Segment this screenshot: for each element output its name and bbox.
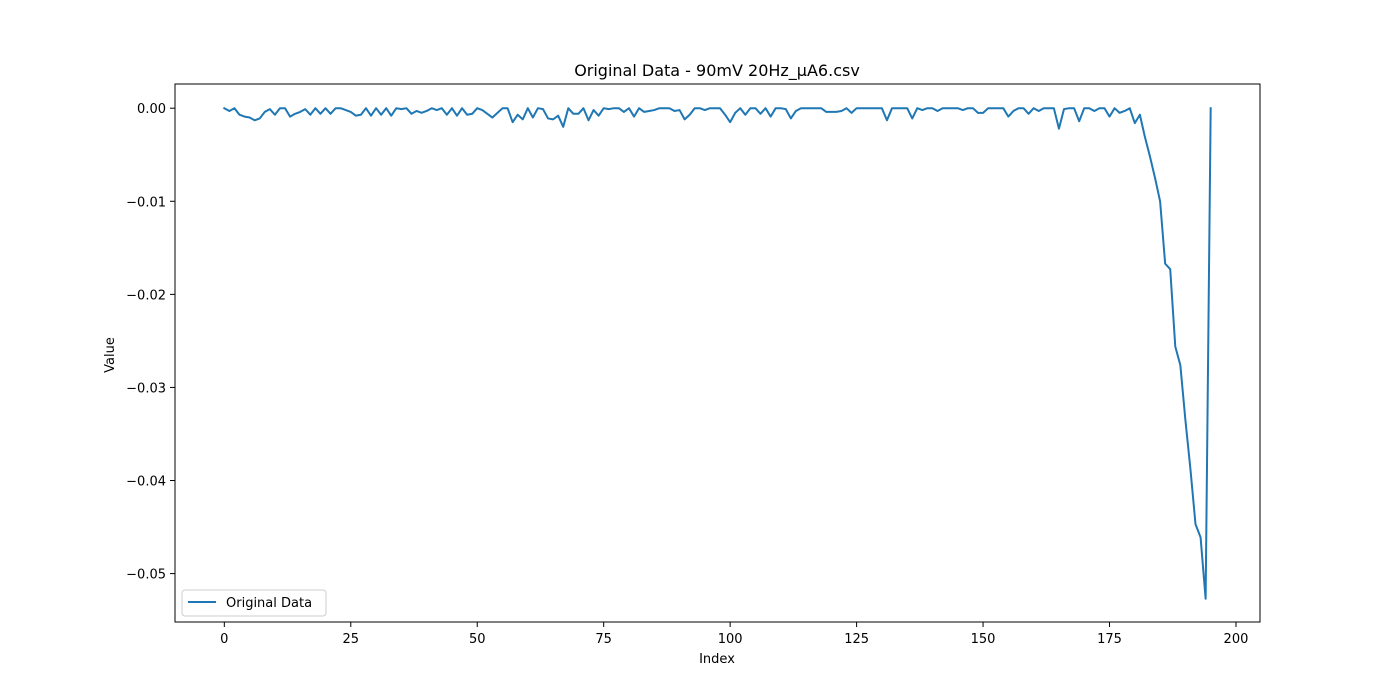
x-tick-label: 0 (220, 632, 228, 647)
x-tick-label: 125 (844, 632, 869, 647)
y-tick-label: −0.01 (126, 195, 166, 210)
x-tick-label: 175 (1097, 632, 1122, 647)
plot-area (222, 106, 1212, 600)
x-tick-label: 200 (1224, 632, 1249, 647)
y-tick-label: −0.05 (126, 568, 166, 583)
series-line-original-data (222, 106, 1212, 600)
y-axis-label: Value (103, 337, 118, 373)
x-tick-label: 50 (469, 632, 486, 647)
legend-label-original-data: Original Data (226, 596, 312, 611)
x-axis: 0 25 50 75 100 125 150 175 200 (220, 622, 1248, 647)
y-tick-label: −0.03 (126, 381, 166, 396)
y-tick-label: −0.02 (126, 288, 166, 303)
chart-title: Original Data - 90mV 20Hz_µA6.csv (574, 61, 860, 81)
legend-box (181, 589, 327, 617)
legend: Original Data (181, 589, 327, 617)
x-tick-label: 25 (343, 632, 360, 647)
x-axis-label: Index (699, 652, 735, 667)
y-tick-label: 0.00 (137, 102, 166, 117)
x-tick-label: 100 (718, 632, 743, 647)
x-tick-label: 75 (595, 632, 612, 647)
axes-frame (174, 83, 1261, 623)
y-tick-label: −0.04 (126, 475, 166, 490)
y-axis: 0.00 −0.01 −0.02 −0.03 −0.04 −0.05 (126, 102, 175, 583)
x-tick-label: 150 (971, 632, 996, 647)
